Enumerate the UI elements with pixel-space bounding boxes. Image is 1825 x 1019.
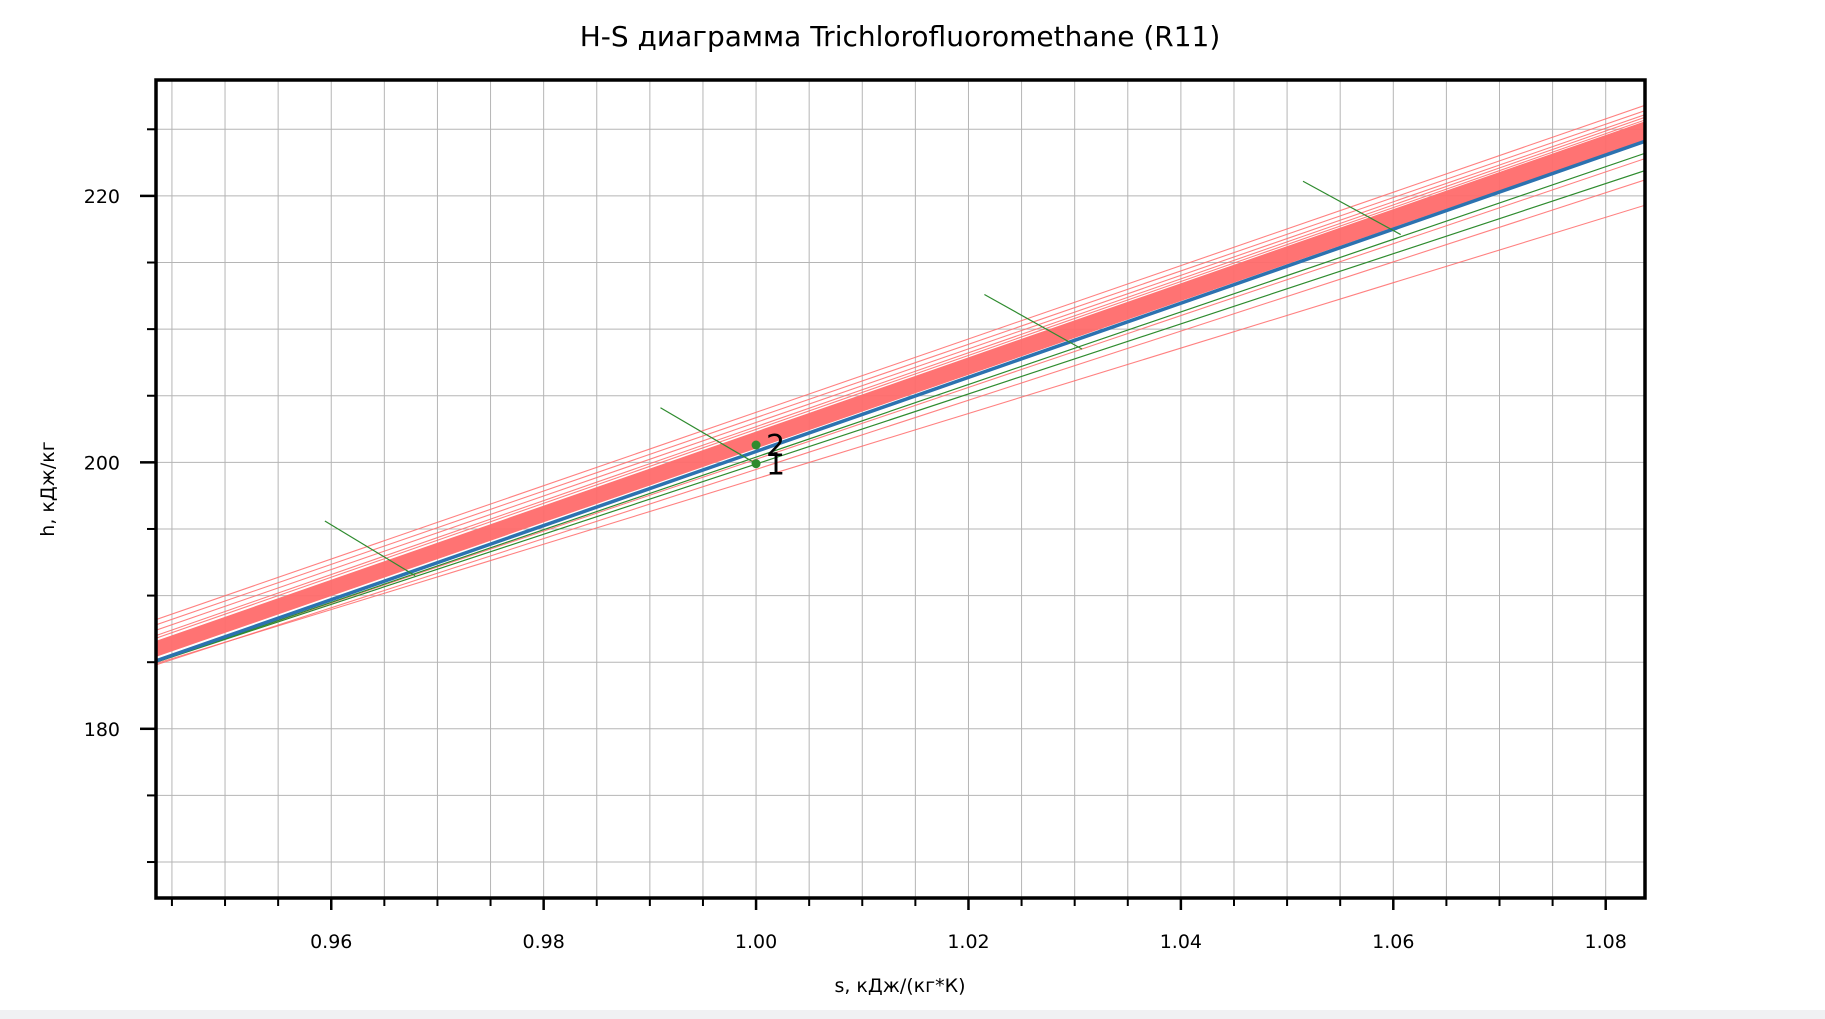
state-point bbox=[751, 459, 761, 469]
isobar-line bbox=[156, 104, 1645, 621]
isotherm-segment bbox=[984, 293, 1083, 350]
state-point bbox=[751, 440, 761, 450]
x-tick-label: 1.00 bbox=[735, 931, 777, 953]
axis-ticks bbox=[140, 128, 1607, 910]
isotherm-segment bbox=[660, 407, 757, 465]
y-tick-label: 200 bbox=[84, 452, 120, 474]
isobar-line bbox=[156, 119, 1645, 639]
isotherm-segment bbox=[1302, 180, 1402, 236]
isobar-line bbox=[156, 158, 1645, 663]
isobar-line bbox=[156, 179, 1645, 666]
x-tick-label: 1.06 bbox=[1372, 931, 1414, 953]
isotherm-line bbox=[156, 152, 1645, 663]
isotherm-segment bbox=[324, 520, 416, 577]
plot-frame bbox=[154, 78, 1647, 900]
x-tick-label: 1.08 bbox=[1585, 931, 1627, 953]
chart-title: H-S диаграмма Trichlorofluoromethane (R1… bbox=[580, 20, 1221, 53]
x-axis-label: s, кДж/(кг*К) bbox=[834, 975, 965, 997]
x-tick-label: 0.98 bbox=[522, 931, 564, 953]
y-axis-label: h, кДж/кг bbox=[37, 441, 59, 536]
y-tick-label: 220 bbox=[84, 186, 120, 208]
isobar-line bbox=[156, 204, 1645, 665]
isobar-line bbox=[156, 110, 1645, 626]
isobar-line bbox=[156, 114, 1645, 631]
bottom-strip bbox=[0, 1010, 1825, 1019]
saturation-line bbox=[156, 139, 1645, 663]
x-tick-label: 0.96 bbox=[310, 931, 352, 953]
tick-labels: 0.96 0.98 1.00 1.02 1.04 1.06 1.08 180 200 220 bbox=[84, 186, 1627, 953]
isobar-line bbox=[156, 116, 1645, 637]
y-tick-label: 180 bbox=[84, 719, 120, 741]
plot-area: 12 bbox=[156, 104, 1645, 666]
x-tick-label: 1.04 bbox=[1160, 931, 1202, 953]
state-point-label: 2 bbox=[766, 429, 785, 464]
state-point-label: 1 bbox=[766, 448, 785, 483]
isotherm-line bbox=[156, 170, 1645, 663]
x-tick-label: 1.02 bbox=[947, 931, 989, 953]
isobar-band bbox=[156, 121, 1645, 657]
